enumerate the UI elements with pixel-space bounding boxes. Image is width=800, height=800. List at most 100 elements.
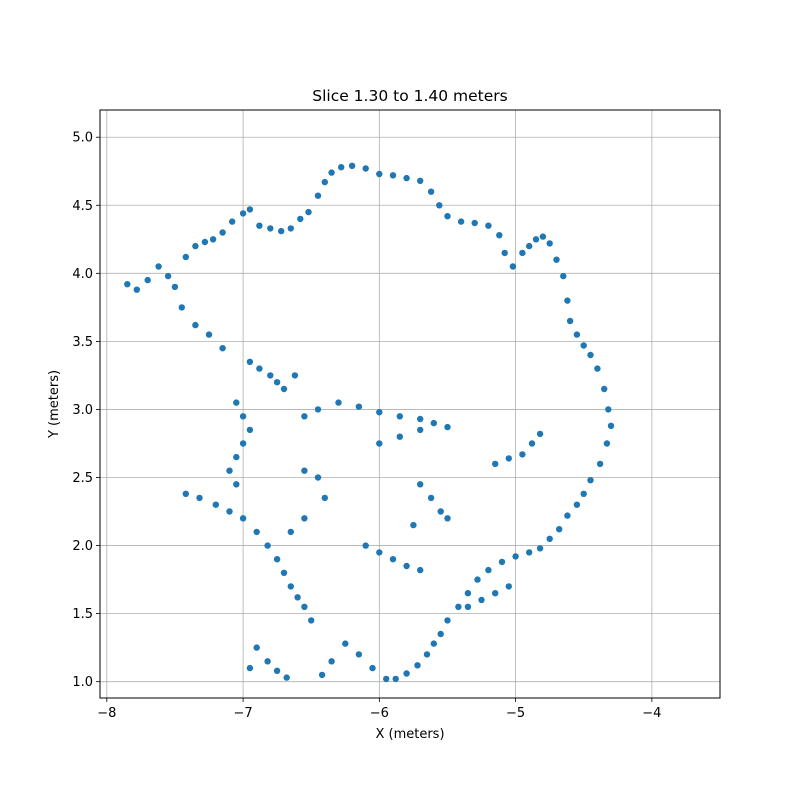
data-point [294,594,301,601]
data-point [607,422,615,429]
data-point [501,249,508,257]
data-point [182,490,189,497]
y-tick-label: 5.0 [72,131,93,146]
data-point [392,675,399,683]
data-point [430,640,437,647]
data-point [528,440,536,447]
data-point [474,576,481,583]
data-point [239,515,247,522]
data-point [444,617,451,624]
data-point [580,342,587,349]
data-point [546,535,553,542]
data-point [464,590,472,597]
data-point [498,558,506,566]
data-point [505,455,512,462]
x-tick-label: −7 [233,706,252,721]
data-point [239,413,247,420]
data-point [587,351,594,359]
data-point [314,474,322,481]
data-point [485,566,492,574]
data-point [396,433,403,440]
point-cloud [124,162,615,683]
data-point [436,202,443,209]
y-axis-label: Y (meters) [47,370,62,439]
data-point [464,603,472,610]
data-point [280,385,288,393]
data-point [396,413,403,420]
data-point [287,225,294,232]
grid-lines [100,110,720,698]
x-tick-label: −4 [642,706,661,721]
data-point [256,222,263,229]
data-point [496,232,503,239]
data-point [509,263,517,270]
data-point [348,162,356,169]
data-point [437,630,444,638]
data-point [376,440,383,447]
data-point [376,409,383,416]
data-point [335,399,342,406]
plot-frame [99,109,721,699]
data-point [192,242,199,250]
data-point [566,317,574,325]
data-point [427,188,435,195]
data-point [560,272,567,280]
data-point [226,467,233,474]
data-point [596,460,604,468]
data-point [301,515,308,522]
data-point [505,583,512,590]
data-point [556,526,563,533]
data-point [219,229,226,236]
data-point [144,276,151,284]
data-point [455,603,462,610]
data-point [314,406,322,413]
data-point [196,494,203,502]
data-point [287,583,294,590]
y-tick-label: 1.5 [72,607,93,622]
data-point [437,508,444,515]
data-point [301,467,308,474]
data-point [403,562,410,570]
data-point [580,490,587,497]
data-point [403,174,410,182]
data-point [318,671,326,679]
data-point [376,549,383,556]
data-point [417,426,424,434]
axis-ticks: −8 −7 −6 −5 −4 1.0 1.5 2.0 2.5 3.0 3.5 4.0 4.5 5.0 [72,131,661,721]
data-point [573,331,581,338]
data-point [430,419,437,427]
data-point [444,515,451,522]
x-tick-label: −8 [97,706,116,721]
y-tick-label: 3.0 [72,403,93,418]
data-point [273,667,281,674]
data-point [171,283,179,291]
data-point [273,379,281,386]
y-tick-label: 4.5 [72,199,93,214]
data-point [239,210,247,217]
data-point [601,385,608,393]
data-point [226,508,233,515]
data-point [253,644,260,651]
data-point [369,664,376,672]
data-point [423,651,431,658]
data-point [328,169,335,176]
data-point [587,477,594,484]
data-point [383,675,390,683]
data-point [410,521,417,529]
data-point [444,423,451,431]
data-point [403,670,410,677]
data-point [253,528,260,536]
data-point [605,406,612,413]
data-point [301,603,308,610]
data-point [233,481,240,488]
data-point [321,178,328,186]
data-point [321,494,328,502]
data-point [564,512,571,519]
data-point [192,321,199,329]
data-point [532,236,540,243]
data-point [594,365,601,372]
data-point [205,331,213,338]
data-point [485,222,492,229]
data-point [362,165,369,172]
